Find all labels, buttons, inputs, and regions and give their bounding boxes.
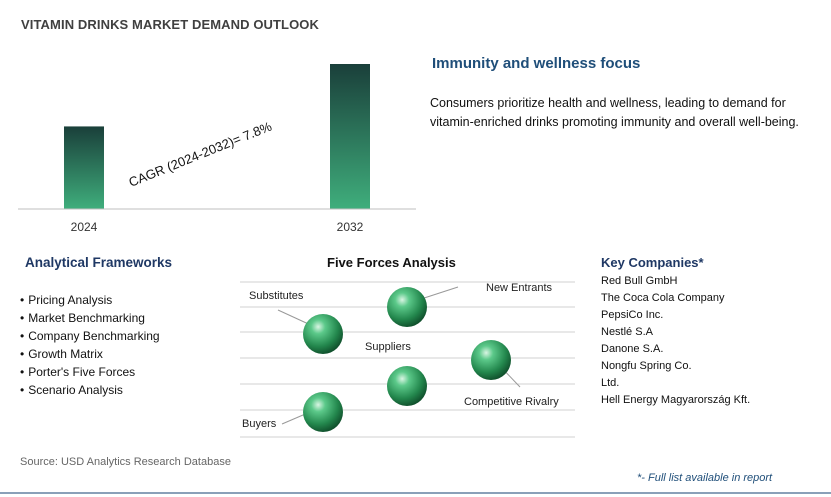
- full-list-footnote: *- Full list available in report: [637, 472, 773, 484]
- five-forces-diagram: [240, 281, 575, 438]
- sphere-substitutes: [303, 314, 343, 354]
- five-forces-title: Five Forces Analysis: [327, 255, 456, 270]
- companies-list: Red Bull GmbH The Coca Cola Company Peps…: [601, 273, 750, 409]
- sphere-suppliers: [387, 366, 427, 406]
- company-item: Nestlé S.A: [601, 326, 653, 338]
- sphere-competitive-rivalry: [471, 340, 511, 380]
- company-item: The Coca Cola Company: [601, 292, 725, 304]
- label-new-entrants: New Entrants: [486, 282, 553, 294]
- sphere-buyers: [303, 392, 343, 432]
- framework-item: Scenario Analysis: [20, 381, 160, 399]
- page-title: VITAMIN DRINKS MARKET DEMAND OUTLOOK: [21, 17, 320, 32]
- label-buyers: Buyers: [242, 418, 277, 430]
- frameworks-title: Analytical Frameworks: [25, 255, 173, 270]
- frameworks-list: Pricing Analysis Market Benchmarking Com…: [20, 291, 160, 399]
- x-tick-label-2032: 2032: [337, 220, 364, 234]
- companies-title: Key Companies*: [601, 255, 704, 270]
- focus-title: Immunity and wellness focus: [432, 55, 641, 72]
- framework-item: Growth Matrix: [20, 345, 160, 363]
- cagr-annotation: CAGR (2024-2032)= 7.8%: [127, 118, 275, 189]
- company-item: Hell Energy Magyarország Kft.: [601, 394, 751, 406]
- company-item: PepsiCo Inc.: [601, 309, 664, 321]
- company-item: Red Bull GmbH: [601, 275, 678, 287]
- company-item: Danone S.A.: [601, 343, 664, 355]
- label-suppliers: Suppliers: [365, 341, 411, 353]
- sphere-new-entrants: [387, 287, 427, 327]
- company-item: Nongfu Spring Co.: [601, 360, 692, 372]
- framework-item: Company Benchmarking: [20, 327, 159, 345]
- x-tick-label-2024: 2024: [71, 220, 98, 234]
- framework-item: Pricing Analysis: [20, 291, 160, 309]
- label-substitutes: Substitutes: [249, 290, 304, 302]
- bar-2032: [330, 64, 370, 209]
- bar-chart: 2024 2032 CAGR (2024-2032)= 7.8%: [18, 64, 416, 234]
- focus-description: Consumers prioritize health and wellness…: [430, 96, 799, 129]
- framework-item: Porter's Five Forces: [20, 363, 160, 381]
- bottom-divider: [0, 492, 831, 494]
- company-item: Ltd.: [601, 377, 620, 389]
- label-competitive-rivalry: Competitive Rivalry: [464, 396, 559, 408]
- framework-item: Market Benchmarking: [20, 309, 160, 327]
- source-note: Source: USD Analytics Research Database: [20, 456, 231, 468]
- bar-2024: [64, 126, 104, 209]
